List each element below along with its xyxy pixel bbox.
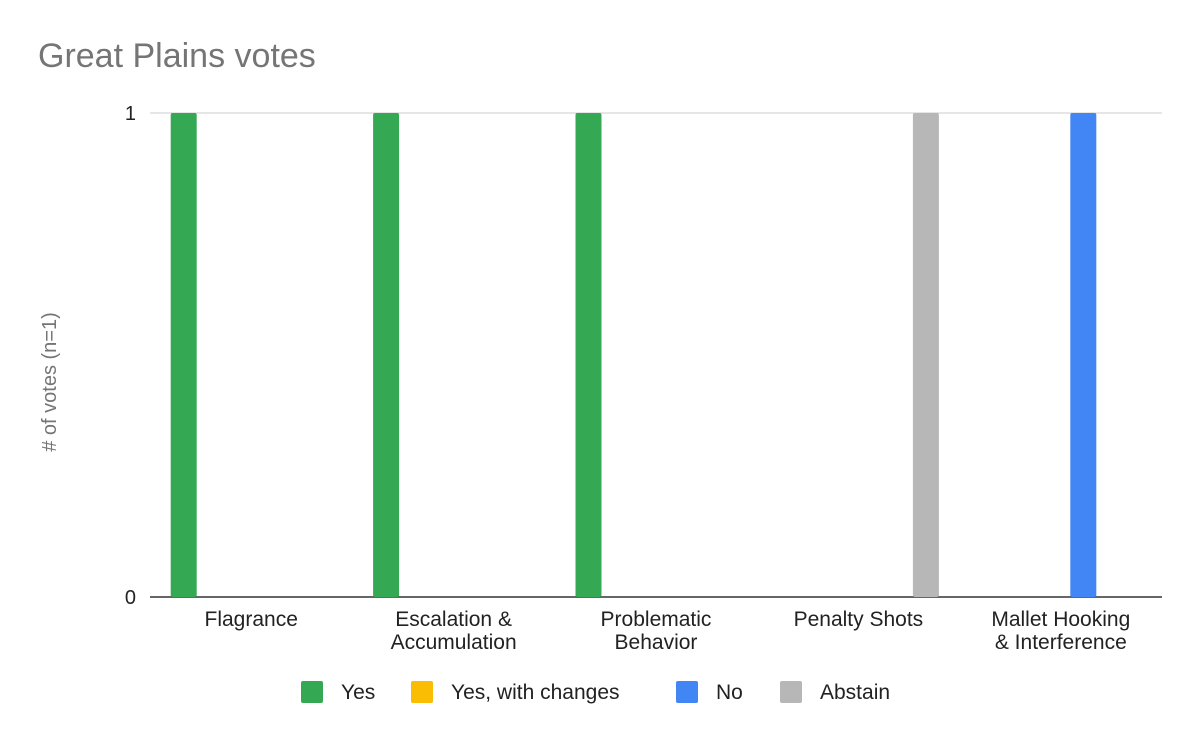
x-tick-label: Problematic Behavior — [601, 608, 712, 654]
x-tick-label-line: Behavior — [615, 631, 698, 654]
legend-swatch — [676, 681, 698, 703]
legend-swatch — [780, 681, 802, 703]
y-tick-label: 0 — [125, 587, 136, 609]
x-tick-label-line: & Interference — [995, 631, 1127, 654]
x-tick-label-line: Escalation & — [395, 608, 512, 631]
legend-label: Yes, with changes — [451, 681, 620, 704]
y-tick-label: 1 — [125, 103, 136, 125]
x-tick-label: Escalation & Accumulation — [391, 608, 517, 654]
y-axis-label: # of votes (n=1) — [39, 312, 61, 452]
bars — [170, 113, 1097, 597]
y-tick-labels: 01 — [125, 103, 136, 609]
legend-label: No — [716, 681, 743, 704]
legend: Yes Yes, with changes No Abstain — [301, 681, 890, 704]
bar — [373, 113, 400, 597]
x-tick-label: Penalty Shots — [794, 608, 924, 631]
x-tick-label-line: Mallet Hooking — [991, 608, 1130, 631]
bar — [170, 113, 197, 597]
gridlines — [150, 112, 1162, 598]
x-tick-label: Mallet Hooking & Interference — [991, 608, 1130, 654]
bar — [912, 113, 939, 597]
legend-swatch — [411, 681, 433, 703]
legend-label: Abstain — [820, 681, 890, 704]
bar — [1070, 113, 1097, 597]
legend-swatch — [301, 681, 323, 703]
chart-title: Great Plains votes — [38, 37, 316, 75]
x-tick-label-line: Problematic — [601, 608, 712, 631]
x-tick-label: Flagrance — [205, 608, 298, 631]
bar — [575, 113, 602, 597]
x-tick-label-line: Accumulation — [391, 631, 517, 654]
x-tick-labels: Flagrance Escalation & Accumulation Problem… — [205, 608, 1131, 654]
x-tick-label-line: Flagrance — [205, 608, 298, 631]
x-tick-label-line: Penalty Shots — [794, 608, 924, 631]
legend-label: Yes — [341, 681, 375, 704]
